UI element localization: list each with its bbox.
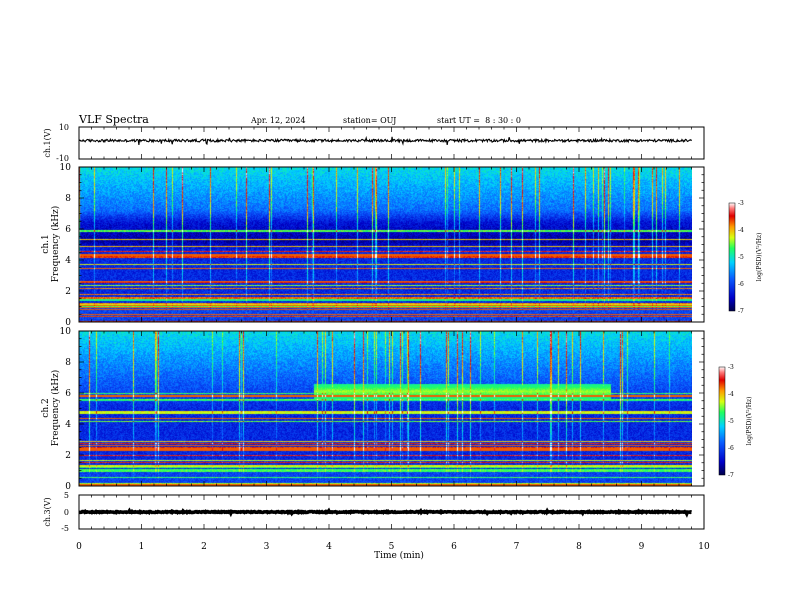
ch2-colorbar-tick-m4: -4: [728, 391, 734, 398]
time-tick-0: 0: [76, 542, 82, 552]
ch2-colorbar: [718, 366, 726, 476]
ch1-ytick-bottom: -10: [56, 154, 69, 163]
time-tick-5: 5: [389, 542, 395, 552]
station-label: station= OUJ: [343, 116, 396, 125]
ch2-frequency-axis-label: Frequency (kHz): [50, 370, 61, 447]
date-label: Apr. 12, 2024: [250, 116, 306, 125]
ch1-freq-tick-8: 8: [65, 194, 71, 204]
ch3-ytick-bottom: -5: [61, 524, 69, 533]
ch2-freq-tick-4: 4: [65, 420, 71, 430]
time-tick-6: 6: [451, 542, 457, 552]
ch2-freq-tick-2: 2: [65, 451, 71, 461]
ch3-waveform-line: [78, 507, 692, 518]
ch1-freq-tick-6: 6: [65, 225, 71, 235]
start-ut-label: start UT = 8 : 30 : 0: [437, 116, 521, 125]
time-tick-8: 8: [576, 542, 582, 552]
ch1-freq-tick-0: 0: [65, 318, 71, 328]
ch2-freq-tick-10: 10: [60, 327, 72, 337]
figure-title: VLF Spectra: [78, 113, 149, 126]
ch1-waveform-trace: [78, 135, 692, 146]
time-tick-3: 3: [264, 542, 270, 552]
time-tick-1: 1: [139, 542, 145, 552]
ch2-spectrogram-ticks: [78, 330, 705, 487]
ch3-ytick-top: 5: [64, 491, 69, 500]
ch1-colorbar-label: log(PSD)(V²/Hz): [756, 233, 763, 282]
time-tick-4: 4: [326, 542, 332, 552]
ch2-channel-label: ch.2: [41, 398, 51, 417]
ch3-waveform-panel: 5 0 -5 ch.3(V): [43, 491, 705, 533]
ch1-freq-tick-4: 4: [65, 256, 71, 266]
time-tick-10: 10: [698, 542, 710, 552]
ch1-colorbar-tick-m6: -6: [738, 281, 744, 288]
ch2-freq-tick-6: 6: [65, 389, 71, 399]
ch2-spectrogram-image: [79, 331, 692, 486]
time-tick-9: 9: [639, 542, 645, 552]
ch1-colorbar-tick-m3: -3: [738, 200, 744, 207]
ch3-waveform-trace: [78, 507, 692, 518]
ch2-freq-tick-0: 0: [65, 482, 71, 492]
ch2-freq-tick-8: 8: [65, 358, 71, 368]
ch1-colorbar-tick-m7: -7: [738, 308, 744, 315]
time-tick-7: 7: [514, 542, 520, 552]
time-axis: 0 1 2 3 4 5 6 7 8 9 10 Time (min): [76, 542, 710, 561]
ch2-colorbar-tick-m5: -5: [728, 418, 734, 425]
ch1-colorbar-tick-m5: -5: [738, 254, 744, 261]
ch1-frequency-axis-label: Frequency (kHz): [50, 206, 61, 283]
ch1-colorbar-tick-m4: -4: [738, 227, 744, 234]
ch1-spectrogram-image: [79, 167, 692, 322]
ch1-colorbar: [728, 202, 736, 312]
ch1-ytick-top: 10: [59, 123, 69, 132]
ch1-waveform-ylabel: ch.1(V): [43, 128, 52, 157]
ch2-spectrogram-panel: 0 2 4 6 8 10 ch.2 Frequency (kHz) -3 -4 …: [41, 327, 753, 492]
ch2-colorbar-tick-m3: -3: [728, 364, 734, 371]
ch1-waveform-ticks: [78, 127, 705, 159]
ch2-colorbar-label: log(PSD)(V²/Hz): [746, 397, 753, 446]
ch1-waveform-line: [78, 135, 692, 146]
time-tick-2: 2: [201, 542, 207, 552]
ch2-colorbar-tick-m6: -6: [728, 445, 734, 452]
ch3-ytick-zero: 0: [64, 508, 69, 517]
ch1-spectrogram-ticks: [78, 166, 705, 323]
ch3-waveform-ylabel: ch.3(V): [43, 497, 52, 526]
ch3-waveform-ticks: [78, 495, 705, 529]
time-axis-label: Time (min): [374, 550, 424, 561]
ch2-colorbar-tick-m7: -7: [728, 472, 734, 479]
ch1-freq-tick-10: 10: [60, 163, 72, 173]
ch1-freq-tick-2: 2: [65, 287, 71, 297]
ch1-waveform-panel: 10 -10 ch.1(V): [43, 123, 705, 163]
ch1-spectrogram-panel: 0 2 4 6 8 10 ch.1 Frequency (kHz) -3 -4 …: [41, 163, 763, 328]
ch1-channel-label: ch.1: [41, 234, 51, 253]
